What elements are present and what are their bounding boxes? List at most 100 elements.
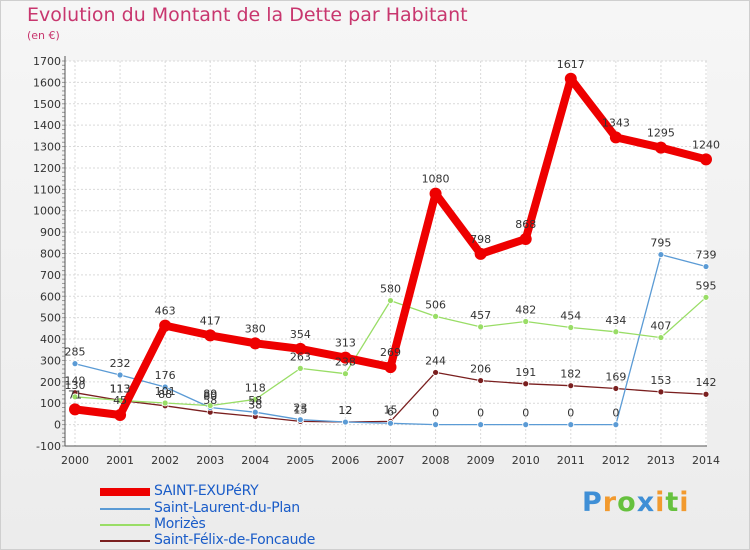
data-point [71,360,79,368]
data-point [342,418,349,426]
data-point [702,293,710,301]
data-label: 795 [650,237,671,250]
y-tick-label: 200 [40,376,61,389]
proxiti-logo: Proxiti [582,487,690,518]
data-point [477,377,485,384]
data-label: 58 [248,394,262,407]
data-label: 1295 [647,127,675,140]
legend-swatch [100,540,150,542]
x-tick-label: 2002 [151,454,179,467]
x-tick-label: 2013 [647,454,675,467]
data-label: 595 [696,279,717,292]
data-point [567,421,575,429]
y-tick-label: 400 [40,333,61,346]
data-point [612,328,620,336]
legend-swatch [100,508,150,510]
logo-letter: i [679,487,690,518]
data-label: 71 [68,388,82,401]
data-point [342,370,349,378]
data-label: 15 [293,403,307,416]
data-label: 142 [696,376,717,389]
data-label: 417 [200,314,221,327]
data-point [159,319,172,332]
data-label: 0 [432,407,439,420]
data-point [657,251,665,258]
logo-letter: t [665,487,680,518]
data-label: 263 [290,350,311,363]
data-point [477,421,485,429]
data-label: 0 [567,407,574,420]
y-tick-label: 1700 [33,55,61,68]
data-label: 89 [203,388,217,401]
logo-letter: o [617,487,637,518]
data-label: 118 [245,381,266,394]
data-label: 457 [470,309,491,322]
y-tick-label: 1600 [33,76,61,89]
x-tick-label: 2014 [692,454,720,467]
data-point [522,318,530,325]
y-tick-label: -100 [36,440,61,453]
x-tick-label: 2011 [557,454,585,467]
data-label: 739 [696,249,717,262]
data-label: 1240 [692,138,720,151]
data-point [432,421,439,429]
data-point [296,416,304,424]
x-tick-label: 2012 [602,454,630,467]
data-label: 113 [110,382,131,395]
data-point [654,141,667,154]
data-label: 153 [650,374,671,387]
data-point [249,337,262,350]
data-label: 238 [335,356,356,369]
data-point [700,153,712,166]
x-tick-label: 2004 [241,454,269,467]
legend-label: SAINT-EXUPéRY [154,483,259,499]
data-point [567,324,575,331]
data-point [204,329,217,342]
data-point [477,323,485,331]
data-point [251,395,259,403]
data-label: 12 [338,404,352,417]
data-label: 1617 [557,58,585,71]
logo-letter: x [636,487,656,518]
data-label: 182 [560,368,581,381]
data-point [161,383,169,391]
data-point [612,421,620,429]
data-label: 1080 [422,173,450,186]
data-label: 113 [110,382,131,395]
data-label: 101 [155,385,176,398]
data-label: 0 [477,407,484,420]
data-point [116,371,124,379]
data-point [519,232,532,245]
data-label: 244 [425,354,446,367]
data-point [522,380,530,388]
logo-letter: i [655,487,666,518]
y-tick-label: 1500 [33,98,61,111]
data-label: 23 [293,402,307,415]
data-label: 463 [155,305,176,318]
legend-swatch [100,524,150,526]
x-tick-label: 2008 [422,454,450,467]
y-tick-label: 1200 [33,162,61,175]
x-tick-label: 2009 [467,454,495,467]
data-label: 580 [380,283,401,296]
data-label: 407 [650,320,671,333]
data-label: 434 [605,314,626,327]
data-label: 45 [113,394,127,407]
data-point [296,364,304,372]
data-label: 15 [384,403,398,416]
x-tick-label: 2003 [196,454,224,467]
x-tick-label: 2000 [61,454,89,467]
legend-swatch [100,488,150,496]
data-point [294,342,307,355]
y-tick-label: 1000 [33,205,61,218]
data-point [384,361,397,374]
data-label: 191 [515,366,536,379]
data-label: 454 [560,310,581,323]
data-point [161,399,169,407]
y-tick-label: 700 [40,269,61,282]
data-point [432,369,439,376]
data-label: 269 [380,346,401,359]
data-point [702,263,710,270]
data-label: 38 [248,398,262,411]
data-point [429,187,442,200]
